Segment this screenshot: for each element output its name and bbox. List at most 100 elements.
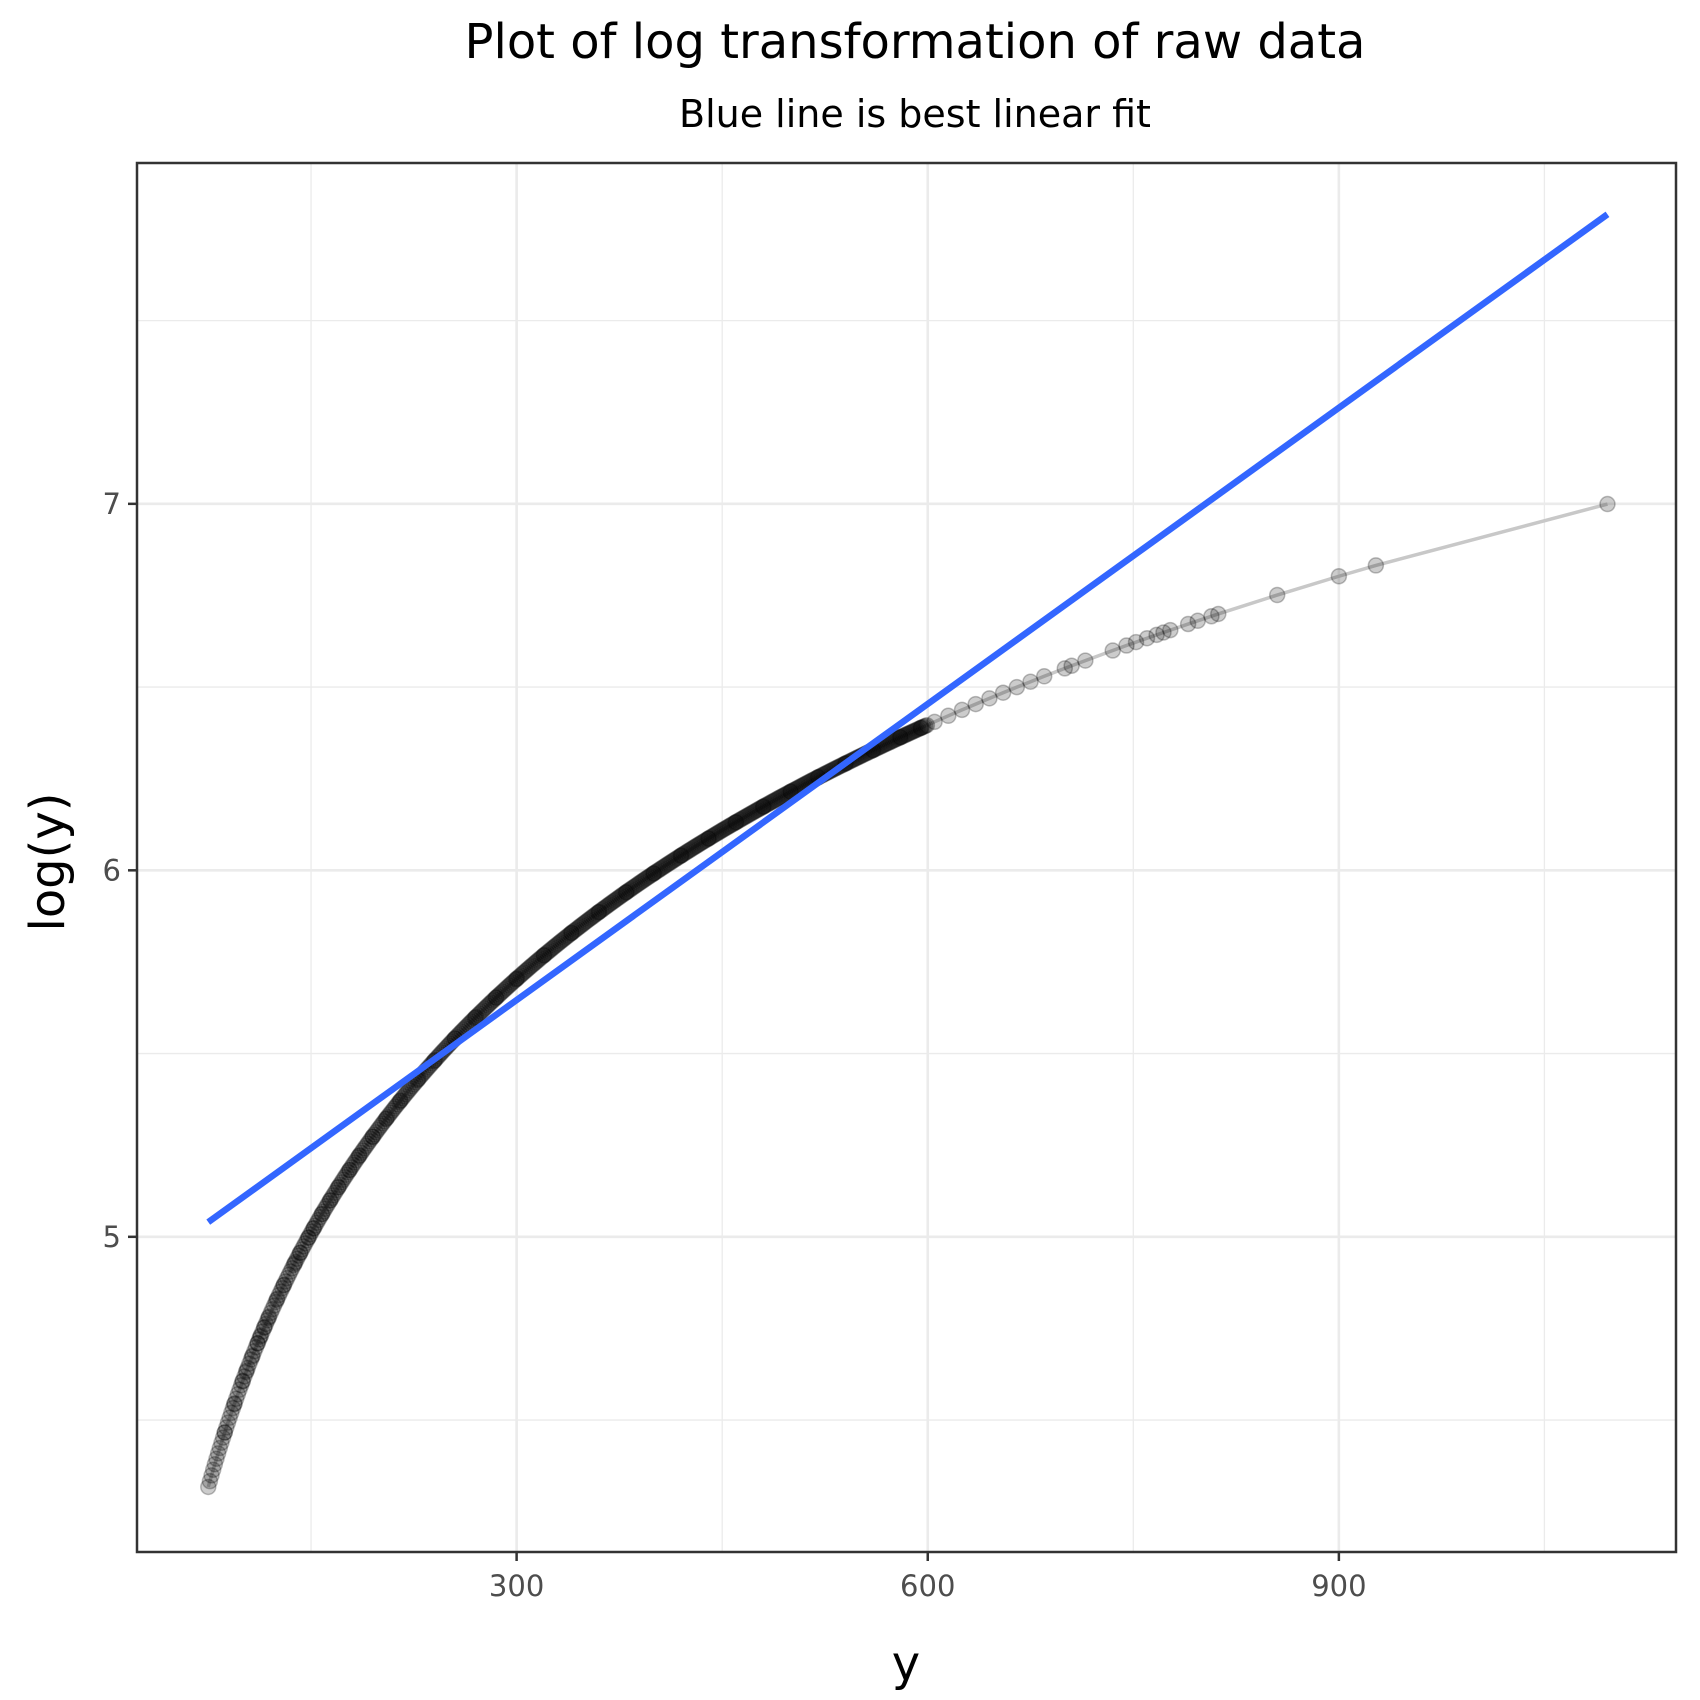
data-point (755, 797, 773, 815)
data-point (341, 1161, 358, 1179)
data-point (657, 857, 674, 874)
data-point (548, 936, 566, 953)
data-point (673, 846, 691, 864)
data-point (1599, 495, 1616, 513)
data-point (218, 1419, 235, 1436)
data-point (765, 792, 783, 809)
data-point (274, 1279, 291, 1297)
data-point (366, 1126, 383, 1143)
data-point (912, 719, 930, 737)
data-point (278, 1269, 296, 1287)
data-point (586, 906, 603, 924)
data-point (354, 1142, 372, 1159)
data-point (716, 820, 733, 838)
data-point (573, 916, 590, 934)
data-point (662, 854, 679, 871)
data-point (264, 1300, 281, 1318)
data-point (713, 822, 730, 840)
data-point (634, 872, 651, 890)
data-point (606, 892, 623, 909)
data-point (209, 1445, 227, 1462)
data-point (525, 955, 543, 973)
y-axis-title: log(y) (20, 792, 76, 931)
data-point (1189, 612, 1206, 630)
data-point (905, 722, 923, 740)
data-point (268, 1291, 286, 1308)
data-point (380, 1106, 398, 1124)
data-point (681, 841, 699, 859)
data-point (680, 842, 697, 860)
data-point (469, 1006, 487, 1024)
data-point (259, 1311, 276, 1329)
data-point (918, 716, 936, 734)
data-point (898, 725, 916, 743)
data-point (348, 1151, 365, 1169)
data-point (497, 980, 515, 997)
data-point (741, 806, 758, 823)
data-point (663, 853, 681, 870)
data-point (262, 1304, 280, 1322)
x-tick-label: 600 (900, 1569, 955, 1603)
data-point (621, 881, 638, 899)
data-point (1008, 678, 1026, 696)
data-point (336, 1169, 354, 1186)
data-point (602, 894, 620, 912)
data-point (574, 915, 592, 933)
data-points (200, 495, 1616, 1496)
data-point (639, 869, 656, 886)
data-point (323, 1189, 340, 1207)
data-point (392, 1092, 409, 1109)
data-point (481, 995, 498, 1013)
data-point (907, 722, 924, 739)
data-point (491, 986, 508, 1003)
data-point (286, 1255, 303, 1272)
data-point (504, 974, 521, 991)
x-tick-label: 900 (1311, 1569, 1366, 1603)
data-point (686, 838, 704, 856)
data-point (252, 1327, 270, 1344)
data-point (594, 900, 612, 918)
data-point (561, 925, 579, 943)
data-point (612, 887, 630, 905)
data-point (732, 810, 750, 828)
data-point (607, 891, 625, 908)
data-point (378, 1110, 395, 1127)
data-point (693, 834, 710, 851)
data-point (350, 1147, 368, 1165)
data-point (487, 989, 505, 1006)
data-point (604, 893, 622, 911)
data-point (252, 1328, 269, 1345)
data-point (371, 1119, 388, 1137)
data-point (668, 849, 686, 867)
data-point (221, 1409, 238, 1426)
data-point (374, 1115, 391, 1132)
data-point (243, 1348, 261, 1365)
data-point (759, 796, 776, 813)
data-point (528, 952, 546, 970)
data-point (255, 1319, 273, 1337)
data-point (670, 848, 687, 866)
data-point (642, 867, 659, 884)
data-point (884, 732, 901, 750)
data-point (910, 720, 927, 738)
data-point (512, 966, 529, 984)
data-point (326, 1184, 344, 1201)
data-point (578, 913, 595, 930)
data-point (690, 836, 707, 853)
data-point (644, 866, 661, 883)
data-point (310, 1211, 327, 1229)
data-point (257, 1315, 275, 1333)
data-point (328, 1181, 345, 1199)
data-point (385, 1100, 403, 1117)
data-point (714, 821, 732, 839)
x-axis: 300 600 900 (489, 1552, 1367, 1603)
data-point (250, 1331, 268, 1348)
data-point (584, 908, 602, 925)
data-point (231, 1381, 248, 1398)
data-point (523, 956, 541, 974)
data-point (632, 873, 650, 891)
data-point (522, 958, 539, 975)
data-point (367, 1124, 385, 1141)
data-point (204, 1461, 222, 1479)
